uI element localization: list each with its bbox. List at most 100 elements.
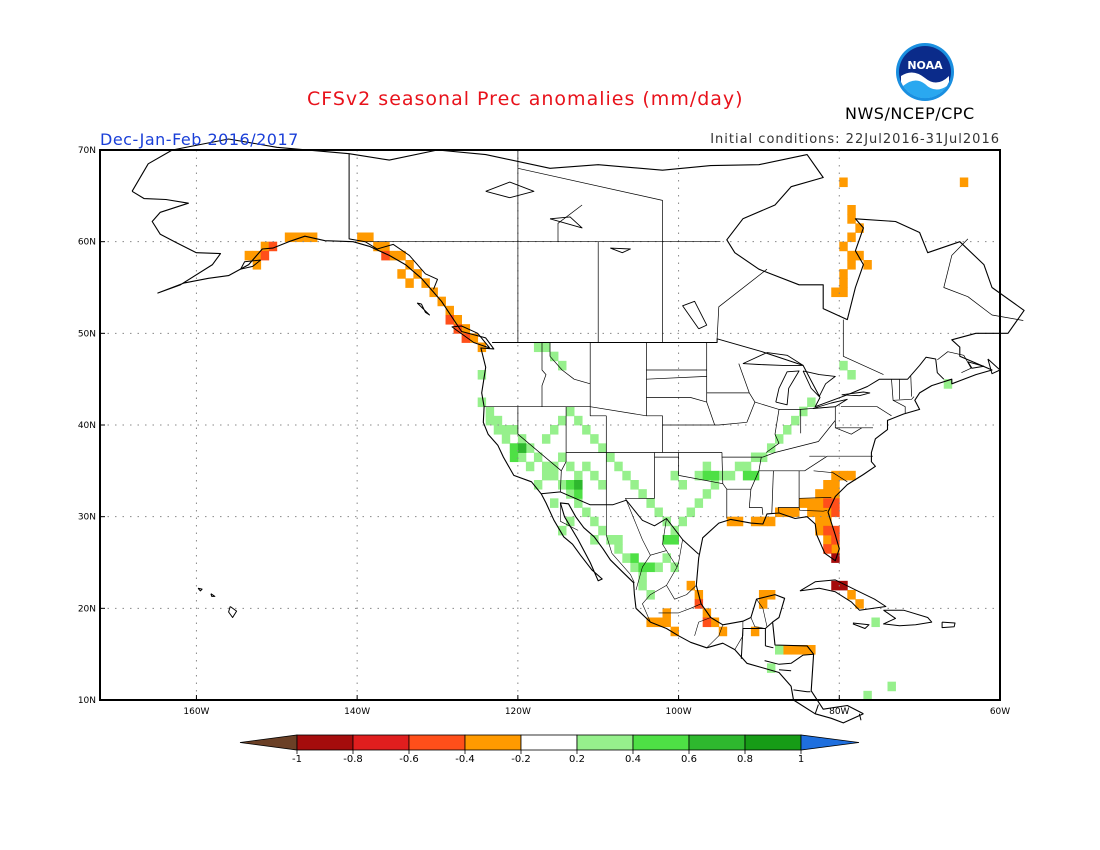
anomaly-cell: [638, 489, 647, 499]
colorbar-segment: [296, 734, 354, 751]
colorbar-segment: [688, 734, 746, 751]
lon-tick-label: 140W: [344, 707, 370, 717]
anomaly-cell: [485, 406, 495, 417]
states-line: [726, 488, 764, 515]
provinces-line: [943, 238, 1024, 321]
anomaly-cell: [847, 232, 856, 243]
borders-lines: [348, 153, 945, 721]
logo-text: NOAA: [907, 59, 943, 72]
anomaly-cell: [839, 241, 848, 252]
anomaly-cell: [758, 599, 768, 609]
anomaly-cell: [550, 461, 559, 472]
anomaly-cell: [533, 480, 543, 490]
anomaly-cell: [702, 617, 712, 628]
anomaly-cell: [357, 232, 366, 243]
anomaly-cell: [566, 480, 575, 490]
anomaly-cell: [445, 315, 454, 325]
anomaly-cell: [855, 599, 864, 609]
anomaly-cell: [791, 507, 800, 518]
anomaly-cell: [823, 498, 832, 508]
states-line: [910, 376, 912, 397]
anomaly-cell: [517, 443, 527, 453]
states-line: [517, 406, 562, 472]
borders-line: [765, 645, 774, 649]
anomaly-cell: [630, 553, 639, 563]
anomaly-cell: [558, 415, 567, 426]
anomaly-cell: [566, 516, 575, 527]
lakes-line: [682, 300, 708, 330]
anomaly-cell: [807, 498, 816, 508]
anomaly-region-13: [517, 443, 583, 490]
anomaly-cell: [558, 480, 567, 490]
states-line: [706, 342, 716, 426]
anomaly-cell: [582, 461, 591, 472]
anomaly-cell: [726, 470, 736, 481]
anomaly-cell: [662, 535, 671, 545]
anomaly-cell: [405, 260, 414, 270]
anomaly-cell: [397, 269, 406, 279]
colorbar-label: -0.4: [455, 754, 475, 765]
anomaly-cell: [654, 617, 663, 628]
coastline-lines: [131, 138, 1025, 724]
states-line: [762, 420, 836, 458]
islands-line: [416, 302, 430, 316]
islands-line: [197, 587, 203, 592]
geographic-boundaries: [131, 138, 1025, 724]
anomaly-cell: [758, 516, 768, 527]
anomaly-cell: [863, 690, 872, 701]
anomaly-cell: [292, 232, 302, 243]
islands-line: [883, 609, 933, 627]
anomaly-cell: [662, 553, 671, 563]
anomaly-cell: [590, 470, 599, 481]
lakes-line: [742, 352, 804, 366]
borders-line: [541, 491, 700, 555]
anomaly-cell: [815, 516, 824, 527]
states-line: [549, 342, 591, 385]
anomaly-cell: [831, 470, 840, 481]
colorbar-left-arrow: [239, 734, 298, 751]
anomaly-region-1: [260, 241, 278, 261]
borders-line: [348, 153, 438, 290]
anomaly-cell: [839, 580, 848, 591]
provinces-line: [842, 319, 884, 375]
anomaly-cell: [807, 397, 816, 408]
anomaly-cell: [831, 480, 840, 490]
provinces-lines: [365, 150, 1024, 375]
anomaly-cell: [533, 452, 543, 463]
anomaly-cell: [831, 553, 840, 563]
anomaly-cell: [766, 516, 776, 527]
states-line: [893, 396, 915, 401]
anomaly-cell: [694, 470, 704, 481]
anomaly-cell: [783, 645, 792, 655]
anomaly-cell: [839, 287, 848, 298]
anomaly-cell: [517, 434, 527, 444]
anomaly-cell: [493, 425, 503, 435]
lat-lon-gridlines: [100, 150, 1000, 700]
lon-tick-label: 80W: [829, 707, 849, 717]
states-line: [646, 397, 707, 403]
anomaly-cell: [574, 480, 583, 490]
anomaly-cell: [726, 516, 736, 527]
anomaly-cell: [702, 608, 712, 618]
anomaly-cell: [831, 525, 840, 536]
provinces-line: [937, 351, 972, 374]
anomaly-cell: [670, 535, 679, 545]
lat-tick-label: 30N: [78, 513, 96, 523]
anomaly-cell: [654, 562, 663, 573]
anomaly-cell: [509, 452, 519, 463]
islands-line: [240, 259, 262, 270]
states-line: [716, 392, 756, 426]
lat-tick-label: 60N: [78, 238, 96, 248]
anomaly-cell: [823, 525, 832, 536]
mexico-states-line: [605, 504, 613, 554]
mexico-states-line: [756, 599, 768, 627]
anomaly-cell: [823, 489, 832, 499]
lakes-line: [549, 216, 583, 229]
colorbar-segment: [408, 734, 466, 751]
axis-ticks: 70N 60N 50N 40N 30N 20N 10N 160W 140W 120W 100W 80W…: [78, 146, 1010, 717]
noaa-logo-icon: NOAA: [896, 43, 954, 101]
anomaly-cell: [742, 470, 752, 481]
anomaly-cell: [815, 507, 824, 518]
anomaly-cell: [260, 250, 270, 261]
anomaly-cell: [943, 379, 953, 389]
